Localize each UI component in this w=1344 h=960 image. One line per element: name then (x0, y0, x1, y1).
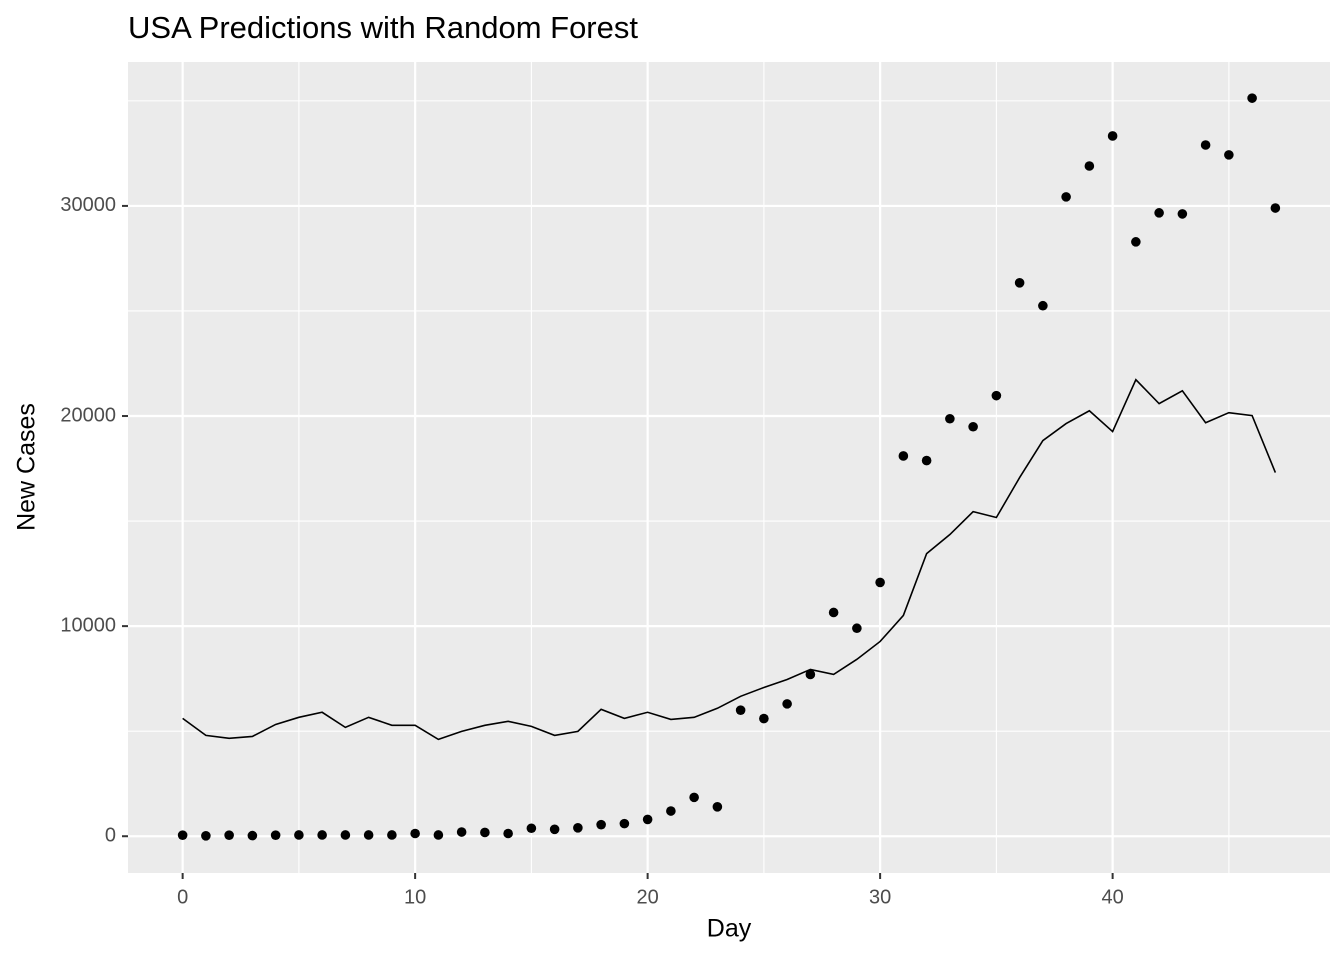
data-point (666, 806, 676, 816)
data-point (549, 824, 560, 835)
data-line (182, 378, 1277, 741)
data-point (224, 830, 234, 840)
data-point (387, 830, 397, 840)
data-point (456, 827, 467, 837)
data-point (1084, 161, 1095, 171)
data-point (294, 830, 304, 840)
data-point (363, 830, 374, 840)
data-point (410, 828, 420, 839)
data-point (573, 823, 583, 833)
data-point (991, 390, 1002, 401)
data-point (526, 823, 537, 834)
data-point (1270, 203, 1281, 213)
data-point (1154, 208, 1164, 218)
data-point (642, 814, 653, 825)
data-point (712, 802, 723, 812)
y-tick-label: 0 (105, 825, 116, 847)
y-tick-label: 20000 (60, 404, 116, 426)
data-point (1061, 192, 1071, 202)
y-tick-label: 10000 (60, 614, 116, 636)
chart-title: USA Predictions with Random Forest (128, 10, 638, 45)
x-tick-label: 40 (1101, 886, 1123, 908)
data-point (945, 413, 955, 424)
data-point (852, 623, 862, 634)
data-point (480, 827, 490, 838)
data-point (201, 831, 211, 841)
data-point (898, 451, 909, 461)
data-point (735, 705, 746, 715)
x-tick-label: 20 (637, 886, 659, 908)
plot-panel (128, 62, 1330, 873)
data-point (1131, 237, 1141, 247)
data-point (968, 421, 978, 432)
data-point (270, 830, 281, 840)
data-point (619, 818, 630, 829)
data-point (782, 699, 792, 709)
data-point (875, 577, 885, 588)
data-point (317, 830, 327, 840)
data-point (340, 830, 351, 840)
data-point (503, 828, 513, 839)
data-point (1247, 93, 1257, 103)
x-axis-label: Day (707, 915, 752, 943)
data-point (177, 830, 188, 840)
data-point (689, 792, 699, 803)
data-point (247, 830, 258, 841)
data-point (1038, 300, 1048, 311)
data-point (1107, 131, 1118, 141)
data-point (805, 669, 816, 680)
x-tick-label: 30 (869, 886, 891, 908)
data-point (596, 819, 606, 830)
x-tick-label: 0 (177, 886, 188, 908)
y-tick-label: 30000 (60, 194, 116, 216)
data-point (1224, 150, 1234, 160)
data-point (1177, 209, 1188, 219)
data-point (921, 455, 932, 466)
data-point (759, 713, 769, 724)
data-point (433, 830, 444, 840)
data-point (1014, 278, 1025, 288)
y-axis-label: New Cases (13, 403, 41, 531)
data-point (828, 607, 839, 618)
data-point (1200, 140, 1211, 150)
x-tick-label: 10 (404, 886, 426, 908)
